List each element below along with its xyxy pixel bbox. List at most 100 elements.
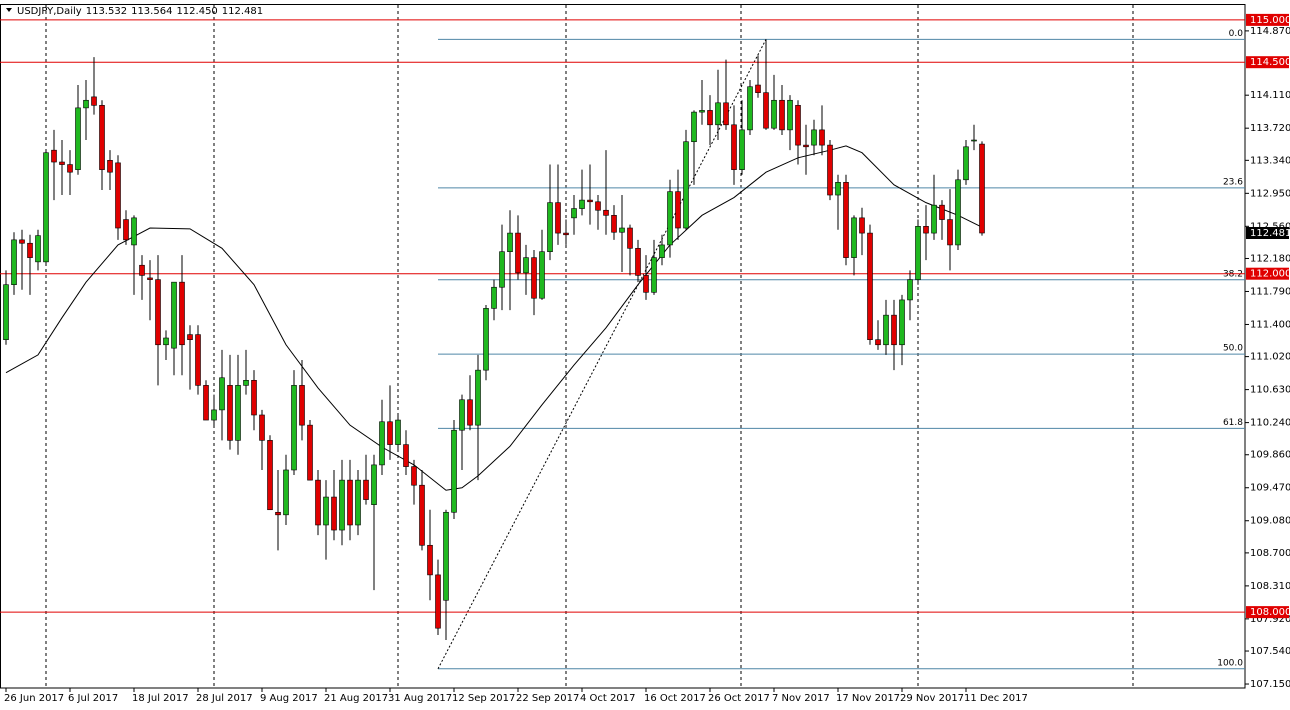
candle-body xyxy=(387,421,393,445)
candle-body xyxy=(971,139,977,142)
x-tick-label: 29 Nov 2017 xyxy=(900,693,964,704)
candle-body xyxy=(467,399,473,426)
y-tick-label: 109.860 xyxy=(1250,450,1290,461)
y-tick-label: 110.240 xyxy=(1250,418,1290,429)
candle-body xyxy=(363,479,369,500)
candle-body xyxy=(371,464,377,505)
y-tick-label: 114.870 xyxy=(1250,26,1290,37)
candle-body xyxy=(899,299,905,346)
x-tick-label: 9 Aug 2017 xyxy=(260,693,318,704)
candle-body xyxy=(827,144,833,196)
candle-body xyxy=(755,84,761,93)
candle-body xyxy=(683,141,689,229)
candle-body xyxy=(635,248,641,276)
candle-body xyxy=(83,99,89,109)
candle-body xyxy=(875,339,881,346)
candle-body xyxy=(123,219,129,241)
candle-body xyxy=(435,574,441,629)
candle-body xyxy=(531,257,537,299)
x-tick-label: 11 Dec 2017 xyxy=(964,693,1028,704)
candle-body xyxy=(187,334,193,340)
candle-body xyxy=(347,479,353,526)
candle-body xyxy=(547,202,553,253)
candle-body xyxy=(211,409,217,421)
candle-body xyxy=(155,279,161,346)
y-tick-label: 111.020 xyxy=(1250,352,1290,363)
candle-body xyxy=(307,424,313,481)
level-label: 108.000 xyxy=(1250,607,1290,618)
current-price-box xyxy=(1246,227,1289,240)
candle-body xyxy=(803,144,809,148)
candle-body xyxy=(539,251,545,299)
candle-body xyxy=(739,129,745,170)
x-tick-label: 16 Oct 2017 xyxy=(644,693,706,704)
level-label-box xyxy=(1246,267,1289,280)
candle-body xyxy=(691,111,697,143)
y-tick-label: 112.180 xyxy=(1250,253,1290,264)
chart-title: USDJPY,Daily xyxy=(17,6,82,17)
candle-body xyxy=(139,264,145,276)
candle-body xyxy=(771,99,777,129)
candle-body xyxy=(51,149,57,163)
candle-body xyxy=(419,484,425,546)
y-tick-label: 112.560 xyxy=(1250,221,1290,232)
candle-body xyxy=(395,419,401,445)
candle-body xyxy=(171,281,177,349)
candle-body xyxy=(19,239,25,244)
candle-body xyxy=(867,232,873,340)
fib-level-label: 50.0 xyxy=(1223,344,1243,354)
candle-body xyxy=(99,105,105,170)
candle-body xyxy=(963,146,969,181)
candle-body xyxy=(131,217,137,246)
fib-level-label: 38.2 xyxy=(1223,269,1243,279)
candle-body xyxy=(667,191,673,246)
candle-body xyxy=(235,385,241,441)
candle-body xyxy=(483,308,489,371)
level-label: 112.000 xyxy=(1250,269,1290,280)
candle-body xyxy=(59,161,65,165)
x-tick-label: 4 Oct 2017 xyxy=(580,693,635,704)
candle-body xyxy=(923,226,929,234)
candle-body xyxy=(259,414,265,441)
candle-body xyxy=(819,129,825,146)
y-tick-label: 113.720 xyxy=(1250,123,1290,134)
candle-body xyxy=(443,511,449,601)
y-tick-label: 108.700 xyxy=(1250,548,1290,559)
candle-body xyxy=(163,337,169,346)
candle-body xyxy=(731,124,737,170)
candle-body xyxy=(27,242,33,258)
candle-body xyxy=(75,107,81,170)
candle-body xyxy=(227,385,233,441)
level-label-box xyxy=(1246,56,1289,69)
candle-body xyxy=(515,232,521,274)
candle-body xyxy=(283,469,289,516)
y-tick-label: 107.920 xyxy=(1250,614,1290,625)
candle-body xyxy=(787,99,793,131)
candle-body xyxy=(699,110,705,113)
candle-body xyxy=(715,102,721,126)
y-tick-label: 114.110 xyxy=(1250,90,1290,101)
candle-body xyxy=(507,232,513,253)
candle-body xyxy=(251,379,257,416)
candle-body xyxy=(651,257,657,293)
candle-body xyxy=(659,244,665,258)
x-tick-label: 31 Aug 2017 xyxy=(388,693,452,704)
candle-body xyxy=(379,421,385,466)
y-tick-label: 109.080 xyxy=(1250,516,1290,527)
candle-body xyxy=(35,235,41,263)
candle-body xyxy=(11,239,17,285)
candle-body xyxy=(571,208,577,219)
header-arrow[interactable] xyxy=(6,8,12,12)
header-value: 113.564 xyxy=(131,6,172,17)
candle-body xyxy=(355,479,361,526)
level-label-box xyxy=(1246,606,1289,619)
candle-body xyxy=(555,202,561,234)
candle-body xyxy=(219,377,225,411)
candle-body xyxy=(491,286,497,309)
plot-frame xyxy=(0,4,1246,689)
y-tick-label: 107.150 xyxy=(1250,679,1290,690)
y-tick-label: 107.540 xyxy=(1250,646,1290,657)
candle-body xyxy=(595,201,601,211)
level-label: 115.000 xyxy=(1250,15,1290,26)
